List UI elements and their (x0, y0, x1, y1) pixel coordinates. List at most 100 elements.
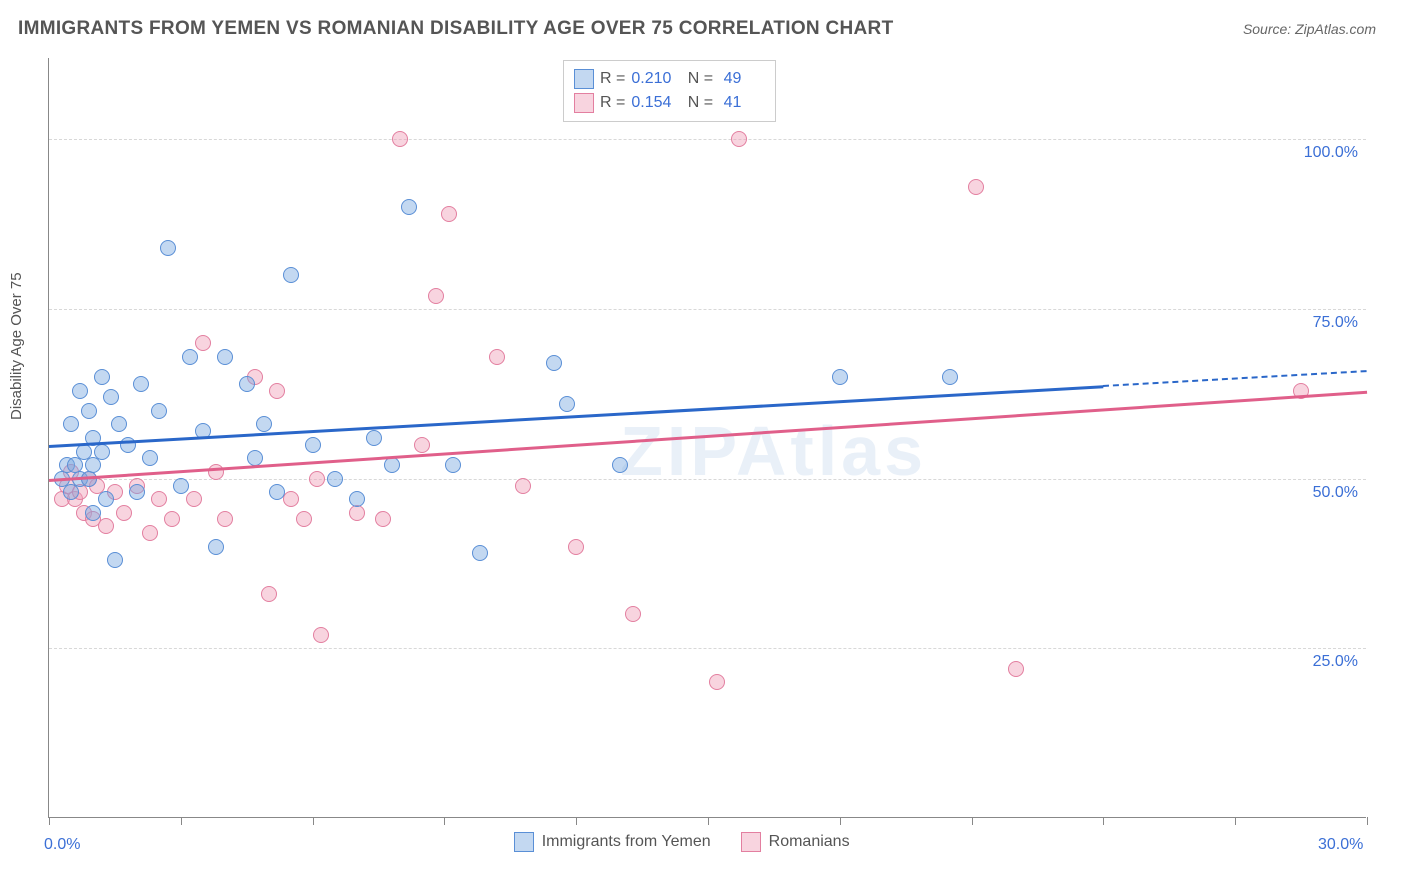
data-point-romanians (392, 131, 408, 147)
trendline-yemen (49, 385, 1104, 448)
data-point-yemen (942, 369, 958, 385)
data-point-romanians (261, 586, 277, 602)
x-tick (444, 817, 445, 825)
data-point-romanians (375, 511, 391, 527)
gridline (49, 139, 1366, 140)
data-point-romanians (313, 627, 329, 643)
scatter-plot: ZIPAtlas 25.0%50.0%75.0%100.0%R =0.210 N… (48, 58, 1366, 818)
data-point-yemen (239, 376, 255, 392)
data-point-yemen (98, 491, 114, 507)
data-point-yemen (305, 437, 321, 453)
gridline (49, 648, 1366, 649)
data-point-yemen (327, 471, 343, 487)
n-label: N = (683, 91, 713, 115)
data-point-romanians (731, 131, 747, 147)
data-point-yemen (612, 457, 628, 473)
data-point-romanians (309, 471, 325, 487)
y-axis-label: Disability Age Over 75 (8, 272, 25, 420)
data-point-yemen (832, 369, 848, 385)
data-point-yemen (366, 430, 382, 446)
data-point-romanians (296, 511, 312, 527)
data-point-romanians (625, 606, 641, 622)
r-label: R = (600, 91, 625, 115)
data-point-yemen (173, 478, 189, 494)
y-tick-label: 100.0% (1304, 144, 1358, 162)
data-point-yemen (283, 267, 299, 283)
data-point-yemen (111, 416, 127, 432)
data-point-romanians (441, 206, 457, 222)
x-tick (1367, 817, 1368, 825)
data-point-romanians (515, 478, 531, 494)
series-legend: Immigrants from Yemen Romanians (514, 832, 850, 852)
n-value: 41 (719, 91, 765, 115)
source-prefix: Source: (1243, 21, 1295, 37)
x-tick-label: 0.0% (44, 836, 80, 854)
r-value: 0.154 (631, 91, 677, 115)
data-point-yemen (384, 457, 400, 473)
x-tick-label: 30.0% (1318, 836, 1363, 854)
x-tick (1235, 817, 1236, 825)
data-point-romanians (186, 491, 202, 507)
x-tick (181, 817, 182, 825)
data-point-yemen (269, 484, 285, 500)
legend-row: R =0.210 N = 49 (574, 67, 765, 91)
trendline-yemen (1103, 370, 1367, 387)
data-point-yemen (349, 491, 365, 507)
chart-title: IMMIGRANTS FROM YEMEN VS ROMANIAN DISABI… (18, 18, 893, 40)
data-point-yemen (63, 416, 79, 432)
legend-item-yemen: Immigrants from Yemen (514, 832, 711, 852)
n-label: N = (683, 67, 713, 91)
x-tick (313, 817, 314, 825)
y-tick-label: 75.0% (1313, 314, 1358, 332)
source-name: ZipAtlas.com (1295, 21, 1376, 37)
data-point-romanians (164, 511, 180, 527)
data-point-yemen (559, 396, 575, 412)
data-point-romanians (195, 335, 211, 351)
r-label: R = (600, 67, 625, 91)
legend-swatch (574, 69, 594, 89)
x-tick (840, 817, 841, 825)
data-point-romanians (709, 674, 725, 690)
legend-row: R =0.154 N = 41 (574, 91, 765, 115)
n-value: 49 (719, 67, 765, 91)
data-point-yemen (217, 349, 233, 365)
gridline (49, 479, 1366, 480)
source-attribution: Source: ZipAtlas.com (1243, 21, 1376, 37)
data-point-yemen (107, 552, 123, 568)
data-point-yemen (142, 450, 158, 466)
data-point-romanians (1008, 661, 1024, 677)
legend-label: Romanians (769, 833, 850, 851)
y-tick-label: 25.0% (1313, 653, 1358, 671)
y-tick-label: 50.0% (1313, 484, 1358, 502)
x-tick (972, 817, 973, 825)
data-point-yemen (129, 484, 145, 500)
data-point-yemen (472, 545, 488, 561)
data-point-romanians (968, 179, 984, 195)
chart-header: IMMIGRANTS FROM YEMEN VS ROMANIAN DISABI… (0, 0, 1406, 48)
correlation-legend: R =0.210 N = 49R =0.154 N = 41 (563, 60, 776, 122)
data-point-yemen (182, 349, 198, 365)
data-point-yemen (63, 484, 79, 500)
x-tick (576, 817, 577, 825)
data-point-yemen (94, 369, 110, 385)
data-point-yemen (85, 457, 101, 473)
data-point-yemen (103, 389, 119, 405)
data-point-romanians (116, 505, 132, 521)
legend-swatch (574, 93, 594, 113)
data-point-romanians (428, 288, 444, 304)
data-point-romanians (208, 464, 224, 480)
data-point-romanians (151, 491, 167, 507)
x-tick (49, 817, 50, 825)
data-point-yemen (208, 539, 224, 555)
data-point-romanians (489, 349, 505, 365)
data-point-romanians (217, 511, 233, 527)
data-point-yemen (81, 403, 97, 419)
data-point-yemen (160, 240, 176, 256)
data-point-yemen (401, 199, 417, 215)
legend-swatch (741, 832, 761, 852)
data-point-romanians (414, 437, 430, 453)
data-point-yemen (72, 383, 88, 399)
data-point-romanians (142, 525, 158, 541)
gridline (49, 309, 1366, 310)
legend-label: Immigrants from Yemen (542, 833, 711, 851)
